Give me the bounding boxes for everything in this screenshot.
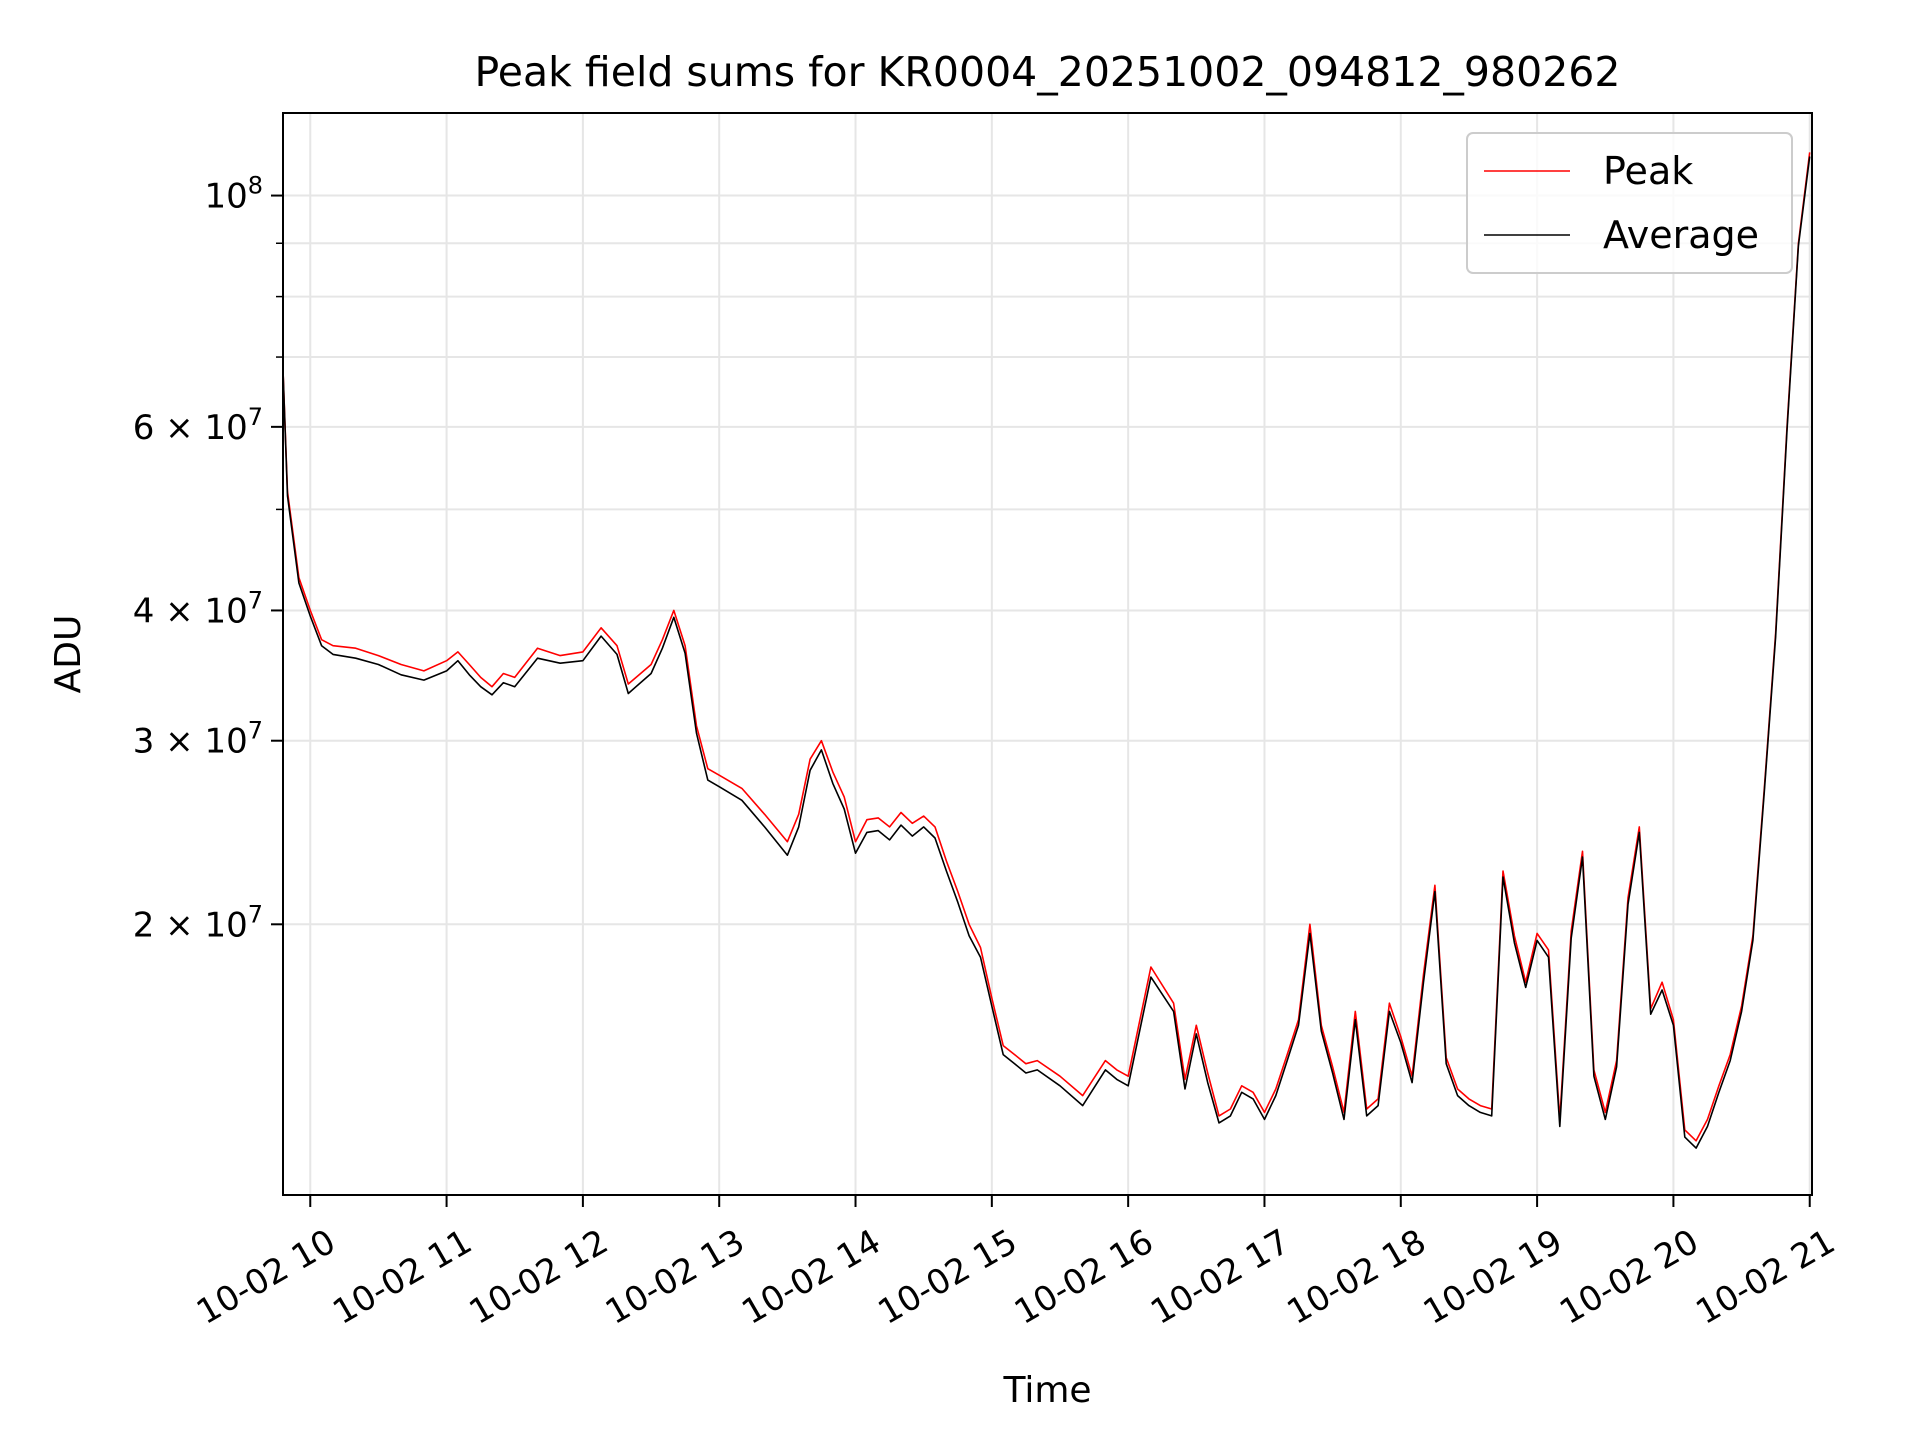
y-axis: 108 6 × 107 4 × 107 3 × 107 2 × 107 xyxy=(133,172,283,945)
grid xyxy=(283,113,1812,1195)
y-axis-label: ADU xyxy=(48,615,89,694)
x-tick-label: 10-02 11 xyxy=(326,1222,478,1333)
legend-label-peak: Peak xyxy=(1603,149,1693,193)
chart-title: Peak field sums for KR0004_20251002_0948… xyxy=(475,48,1621,96)
x-tick-label: 10-02 13 xyxy=(599,1222,751,1333)
legend: Peak Average xyxy=(1466,132,1793,274)
x-tick-label: 10-02 21 xyxy=(1689,1222,1841,1333)
legend-label-average: Average xyxy=(1603,213,1759,257)
x-tick-label: 10-02 18 xyxy=(1280,1222,1432,1333)
y-tick-label: 3 × 107 xyxy=(133,717,263,762)
x-tick-label: 10-02 19 xyxy=(1417,1222,1569,1333)
y-tick-label: 6 × 107 xyxy=(133,403,263,448)
x-tick-label: 10-02 20 xyxy=(1553,1222,1705,1333)
x-tick-label: 10-02 16 xyxy=(1008,1222,1160,1333)
y-tick-label: 2 × 107 xyxy=(133,900,263,945)
y-tick-label: 4 × 107 xyxy=(133,586,263,631)
series-line-peak xyxy=(282,152,1811,1142)
x-tick-label: 10-02 12 xyxy=(463,1222,615,1333)
plot-frame xyxy=(282,112,1813,1196)
series-line-average xyxy=(282,156,1811,1149)
x-axis-label: Time xyxy=(1002,1370,1091,1411)
legend-box xyxy=(1466,132,1793,274)
plot-area xyxy=(282,152,1811,1149)
x-tick-label: 10-02 15 xyxy=(872,1222,1024,1333)
x-tick-label: 10-02 17 xyxy=(1144,1222,1296,1333)
y-tick-label: 108 xyxy=(204,172,263,217)
x-tick-label: 10-02 14 xyxy=(735,1222,887,1333)
x-tick-label: 10-02 10 xyxy=(190,1222,342,1333)
